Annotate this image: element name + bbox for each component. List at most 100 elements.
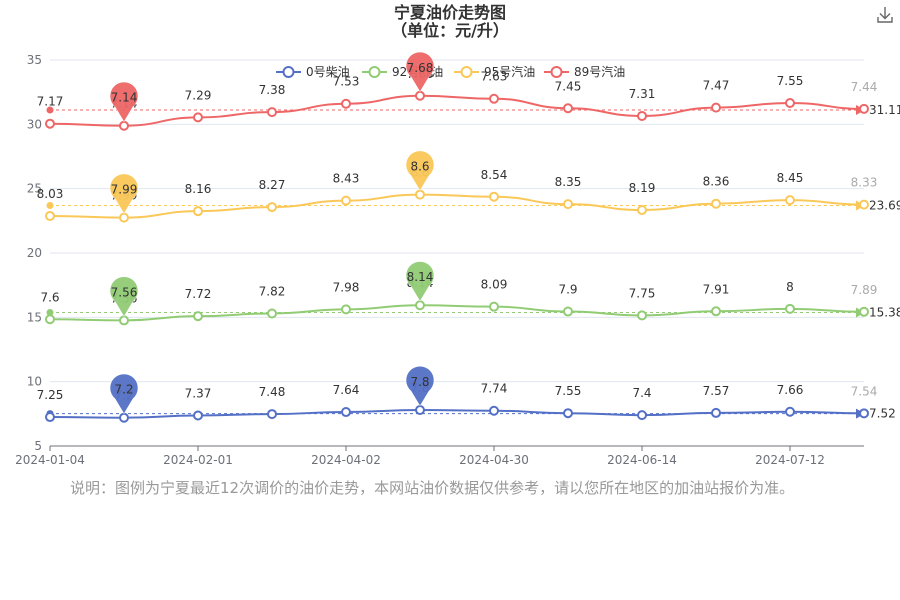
max-pin-label-gas89: 7.68 [407, 61, 434, 75]
chart-title: 宁夏油价走势图 [393, 3, 506, 22]
data-label-gas95: 8.54 [481, 168, 508, 182]
y-tick-label: 5 [34, 439, 42, 453]
data-label-gas95: 8.19 [629, 181, 656, 195]
average-label-gas92: 15.38 [869, 305, 900, 319]
data-label-diesel0: 7.74 [481, 382, 508, 396]
data-label-diesel0: 7.25 [37, 388, 64, 402]
average-label-gas95: 23.69 [869, 199, 900, 213]
data-label-gas89: 7.31 [629, 87, 656, 101]
max-pin-gas89 [405, 51, 435, 93]
data-label-gas92: 7.91 [703, 282, 730, 296]
data-point-gas92 [267, 308, 277, 319]
data-point-gas95 [563, 199, 573, 210]
series-line-gas95 [49, 193, 865, 219]
data-point-gas95 [193, 206, 203, 217]
x-tick-label: 2024-01-04 [15, 453, 85, 467]
data-point-gas89 [637, 110, 647, 121]
data-label-gas89: 7.55 [777, 74, 804, 88]
data-label-gas89: 7.63 [481, 70, 508, 84]
x-tick-label: 2024-06-14 [607, 453, 677, 467]
min-pin-diesel0 [109, 373, 139, 415]
data-label-gas95: 8.43 [333, 172, 360, 186]
data-point-gas92 [119, 315, 129, 326]
legend-marker-gas95 [460, 66, 473, 78]
data-label-diesel0: 7.57 [703, 384, 730, 398]
data-point-gas95 [489, 191, 499, 202]
average-label-gas89: 31.11 [869, 103, 900, 117]
min-pin-gas95 [109, 173, 139, 215]
data-label-diesel0: 7.66 [777, 383, 804, 397]
data-point-diesel0 [563, 408, 573, 419]
data-label-gas92: 7.6 [40, 290, 59, 304]
data-label-gas95: 8.45 [777, 171, 804, 185]
x-tick-label: 2024-07-12 [755, 453, 825, 467]
data-label-diesel0: 7.54 [851, 384, 878, 398]
download-button[interactable] [874, 4, 896, 26]
data-point-gas95 [45, 210, 55, 221]
data-point-gas89 [563, 103, 573, 114]
data-label-diesel0: 7.48 [259, 385, 286, 399]
data-point-gas95 [119, 212, 129, 223]
data-point-diesel0 [193, 410, 203, 421]
data-point-gas89 [785, 97, 795, 108]
data-point-gas92 [785, 303, 795, 314]
legend-item-diesel0: 0号柴油 [306, 65, 350, 79]
data-label-gas92: 7.89 [851, 283, 878, 297]
data-point-gas92 [637, 310, 647, 321]
data-point-gas95 [711, 198, 721, 209]
max-pin-gas92 [405, 261, 435, 302]
y-tick-label: 20 [27, 246, 42, 260]
data-point-gas89 [341, 98, 351, 109]
data-point-diesel0 [637, 410, 647, 421]
data-point-diesel0 [489, 405, 499, 416]
data-label-gas95: 8.36 [703, 175, 730, 189]
min-pin-label-gas92: 7.56 [111, 285, 138, 299]
data-point-gas89 [415, 90, 425, 101]
data-point-gas89 [711, 102, 721, 113]
data-label-diesel0: 7.4 [632, 386, 651, 400]
data-label-gas89: 7.53 [333, 75, 360, 89]
data-point-gas95 [859, 199, 869, 210]
data-label-gas89: 7.38 [259, 83, 286, 97]
min-pin-label-gas89: 7.14 [111, 91, 138, 105]
data-point-diesel0 [415, 404, 425, 415]
data-point-gas89 [489, 93, 499, 104]
data-point-gas92 [489, 301, 499, 312]
data-point-diesel0 [859, 408, 869, 419]
data-label-gas95: 8.16 [185, 182, 212, 196]
footnote: 说明：图例为宁夏最近12次调价的油价走势，本网站油价数据仅供参考，请以您所在地区… [70, 479, 795, 497]
x-tick-label: 2024-04-02 [311, 453, 381, 467]
max-pin-gas95 [405, 150, 435, 192]
data-label-diesel0: 7.37 [185, 387, 212, 401]
data-label-gas92: 7.98 [333, 280, 360, 294]
legend-item-gas95: 95号汽油 [484, 64, 535, 79]
data-point-gas89 [267, 107, 277, 118]
data-label-gas89: 7.29 [185, 88, 212, 102]
series-line-gas89 [49, 94, 865, 127]
data-point-gas92 [859, 306, 869, 317]
data-label-gas92: 8.09 [481, 278, 508, 292]
data-point-gas89 [119, 120, 129, 131]
data-label-gas95: 8.33 [851, 176, 878, 190]
max-pin-diesel0 [405, 366, 435, 407]
data-point-gas92 [563, 306, 573, 317]
average-start-gas92 [46, 308, 54, 316]
average-start-gas95 [46, 202, 54, 210]
data-label-gas92: 8 [786, 280, 794, 294]
data-label-gas95: 8.27 [259, 178, 286, 192]
data-label-gas89: 7.17 [37, 95, 64, 109]
data-point-gas92 [341, 304, 351, 315]
data-point-diesel0 [785, 406, 795, 417]
max-pin-label-gas95: 8.6 [410, 160, 429, 174]
y-tick-label: 25 [27, 182, 42, 196]
y-tick-label: 10 [27, 375, 42, 389]
data-point-gas89 [193, 112, 203, 123]
max-pin-label-diesel0: 7.8 [410, 375, 429, 389]
data-point-gas95 [785, 195, 795, 206]
data-label-diesel0: 7.64 [333, 383, 360, 397]
data-point-gas95 [341, 195, 351, 206]
chart-subtitle: （单位：元/升） [391, 21, 509, 40]
min-pin-label-gas95: 7.99 [111, 183, 138, 197]
